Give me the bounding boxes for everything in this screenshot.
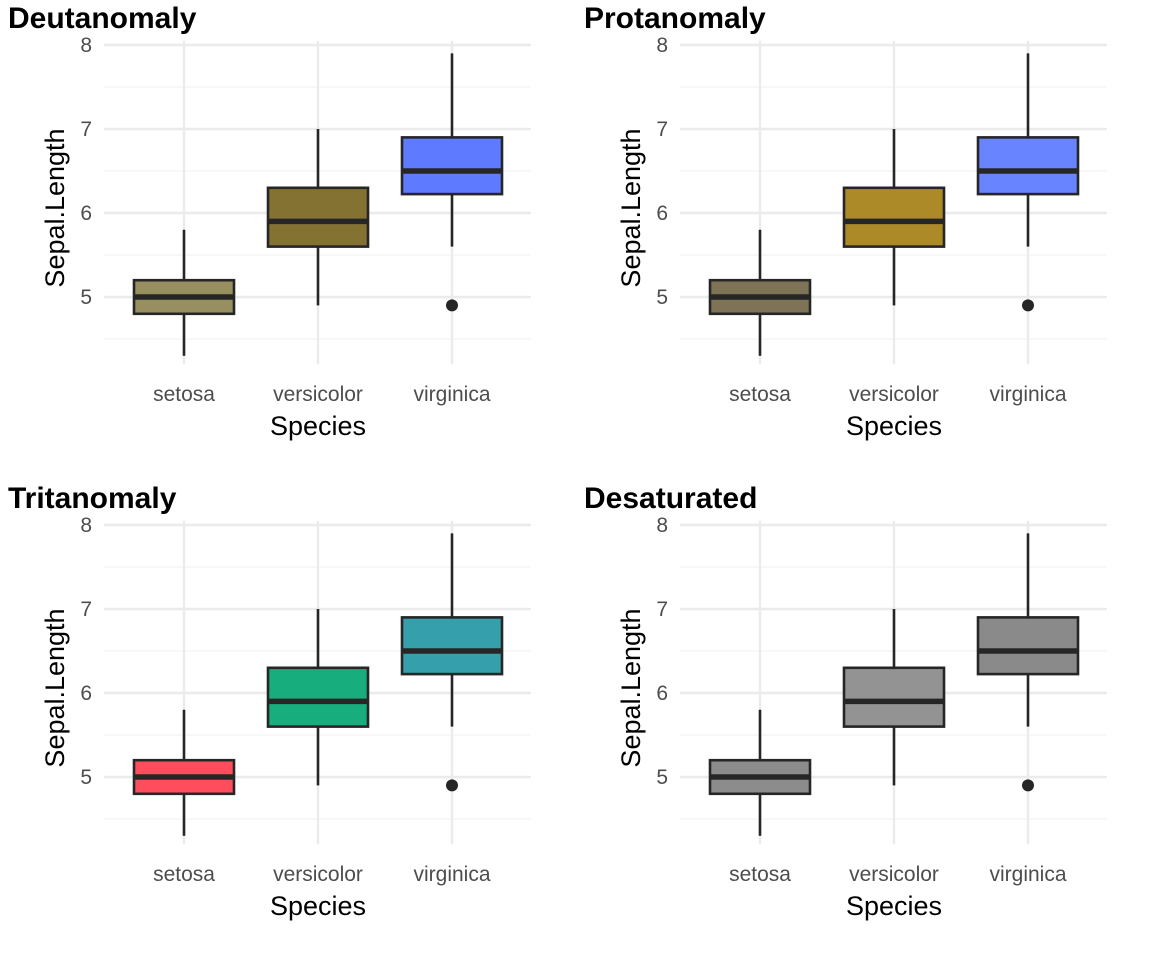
- x-tick-label: versicolor: [273, 383, 363, 406]
- y-axis-title: Sepal.Length: [40, 608, 70, 767]
- y-tick-label: 7: [80, 598, 92, 621]
- panel-1: 5 6 7 8 setosa versicolor virginica Species Sepa…: [8, 2, 531, 441]
- y-tick-label: 6: [656, 682, 668, 705]
- y-tick-label: 5: [80, 766, 92, 789]
- outlier-point: [1022, 779, 1034, 792]
- x-axis-title: Species: [846, 891, 942, 921]
- x-tick-label: versicolor: [273, 863, 363, 886]
- box-versicolor: [266, 186, 370, 248]
- y-tick-label: 8: [80, 514, 92, 537]
- x-tick-label: virginica: [413, 863, 490, 886]
- box-versicolor: [842, 666, 946, 728]
- panel-title: Protanomaly: [584, 2, 766, 35]
- panel-title: Deutanomaly: [8, 2, 197, 35]
- y-axis-title: Sepal.Length: [616, 128, 646, 287]
- y-tick-label: 7: [656, 598, 668, 621]
- x-tick-label: setosa: [153, 863, 215, 886]
- y-tick-label: 7: [80, 118, 92, 141]
- x-axis-title: Species: [270, 411, 366, 441]
- x-tick-label: setosa: [153, 383, 215, 406]
- outlier-point: [446, 299, 458, 312]
- y-tick-label: 5: [80, 286, 92, 309]
- x-axis-title: Species: [270, 891, 366, 921]
- x-tick-label: versicolor: [849, 863, 939, 886]
- panel-4: 5 6 7 8 setosa versicolor virginica Species Sepa…: [584, 482, 1107, 921]
- y-tick-label: 8: [656, 34, 668, 57]
- box-virginica: [400, 136, 504, 196]
- outlier-point: [1022, 299, 1034, 312]
- x-tick-label: setosa: [729, 383, 791, 406]
- outlier-point: [446, 779, 458, 792]
- y-tick-label: 6: [656, 202, 668, 225]
- y-tick-label: 8: [80, 34, 92, 57]
- y-tick-label: 5: [656, 286, 668, 309]
- panel-3: 5 6 7 8 setosa versicolor virginica Species Sepa…: [8, 482, 531, 921]
- x-tick-label: virginica: [989, 383, 1066, 406]
- y-axis-title: Sepal.Length: [616, 608, 646, 767]
- box-virginica: [400, 616, 504, 676]
- x-tick-label: setosa: [729, 863, 791, 886]
- panel-title: Tritanomaly: [8, 482, 177, 515]
- box-virginica: [976, 616, 1080, 676]
- panel-title: Desaturated: [584, 482, 757, 515]
- x-tick-label: versicolor: [849, 383, 939, 406]
- x-axis-title: Species: [846, 411, 942, 441]
- box-versicolor: [842, 186, 946, 248]
- x-tick-label: virginica: [989, 863, 1066, 886]
- y-tick-label: 6: [80, 682, 92, 705]
- y-tick-label: 7: [656, 118, 668, 141]
- box-virginica: [976, 136, 1080, 196]
- panel-2: 5 6 7 8 setosa versicolor virginica Species Sepa…: [584, 2, 1107, 441]
- y-tick-label: 5: [656, 766, 668, 789]
- x-tick-label: virginica: [413, 383, 490, 406]
- box-versicolor: [266, 666, 370, 728]
- y-tick-label: 6: [80, 202, 92, 225]
- y-axis-title: Sepal.Length: [40, 128, 70, 287]
- y-tick-label: 8: [656, 514, 668, 537]
